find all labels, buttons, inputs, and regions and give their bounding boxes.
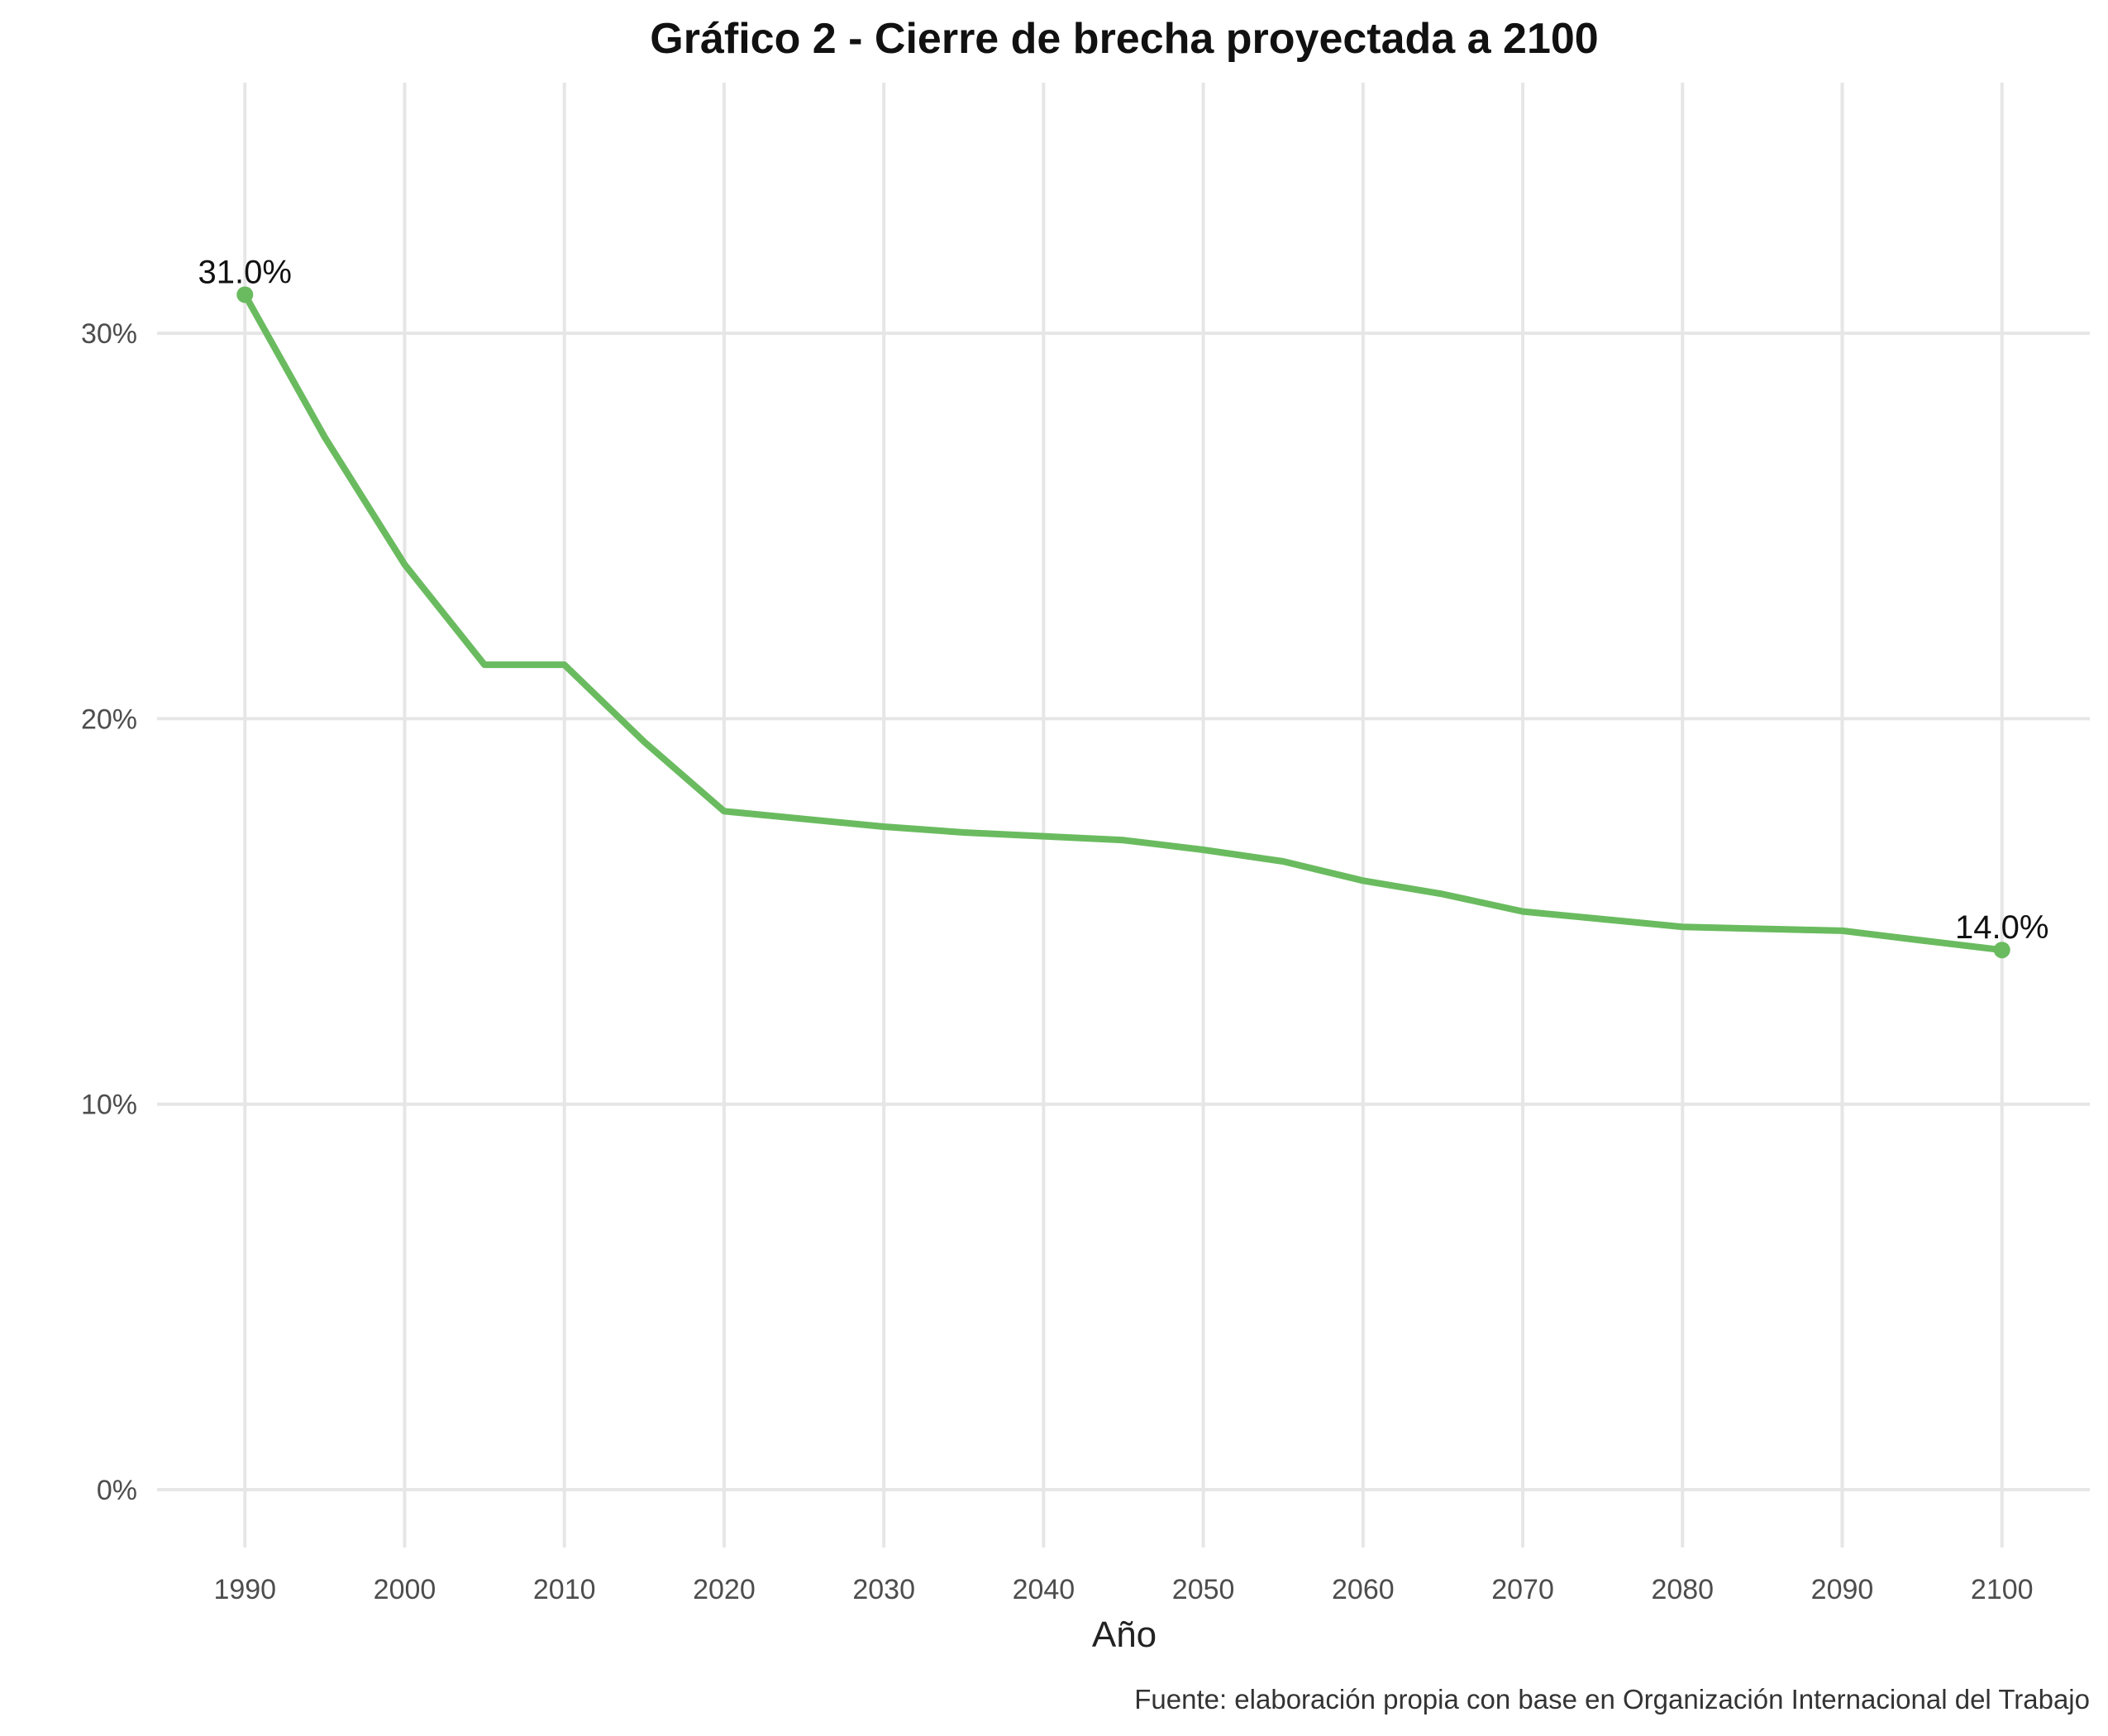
x-tick-label: 2000 (374, 1574, 436, 1605)
y-tick-label: 0% (97, 1475, 137, 1506)
y-tick-label: 10% (81, 1090, 137, 1121)
x-tick-label: 2020 (693, 1574, 756, 1605)
x-tick-label: 2080 (1651, 1574, 1714, 1605)
series-line (241, 291, 2005, 954)
x-tick-label: 2050 (1172, 1574, 1235, 1605)
data-point (236, 286, 254, 303)
x-tick-label: 2090 (1811, 1574, 1874, 1605)
x-tick-label: 2060 (1332, 1574, 1395, 1605)
series-layer (241, 291, 2005, 954)
data-point (1993, 942, 2010, 959)
x-tick-label: 2100 (1971, 1574, 2034, 1605)
chart-caption: Fuente: elaboración propia con base en O… (1134, 1684, 2090, 1715)
x-axis-title: Año (1092, 1614, 1157, 1655)
data-label: 31.0% (198, 254, 292, 290)
data-labels: 31.0% 14.0% (198, 254, 2048, 959)
y-tick-label: 20% (81, 703, 137, 735)
x-tick-label: 2030 (852, 1574, 915, 1605)
chart-title: Gráfico 2 - Cierre de brecha proyectada … (650, 15, 1598, 63)
x-tick-label: 2040 (1013, 1574, 1075, 1605)
x-tick-label: 2070 (1491, 1574, 1554, 1605)
x-axis-tick-labels: 1990 2000 2010 2020 2030 2040 2050 2060 2070 2080… (213, 1574, 2033, 1605)
x-tick-label: 1990 (213, 1574, 276, 1605)
grid-lines (157, 83, 2090, 1548)
y-tick-label: 30% (81, 318, 137, 350)
x-tick-label: 2010 (533, 1574, 596, 1605)
y-axis-tick-labels: 0% 10% 20% 30% (81, 318, 137, 1506)
data-label: 14.0% (1955, 909, 2048, 946)
